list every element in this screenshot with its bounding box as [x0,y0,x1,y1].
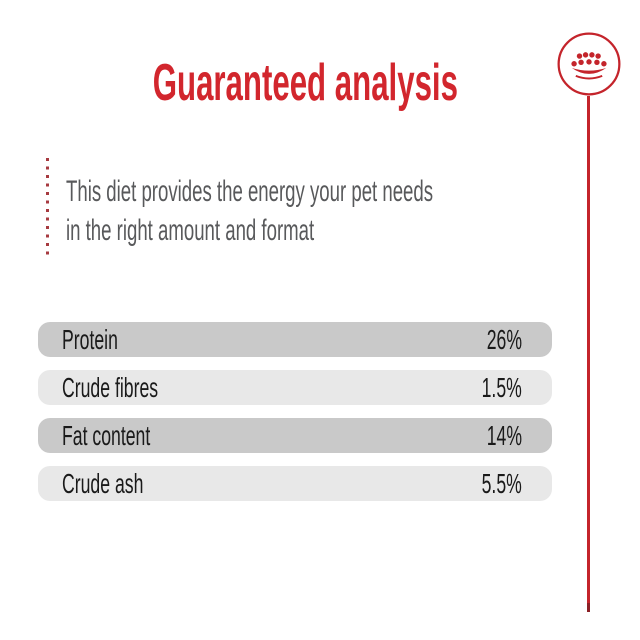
row-label: Crude fibres [62,371,159,403]
table-row: Protein 26% [38,322,552,357]
intro-line-2: in the right amount and format [66,214,315,247]
row-value: 26% [486,323,522,355]
table-row: Crude ash 5.5% [38,466,552,501]
intro-line-1: This diet provides the energy your pet n… [66,175,434,208]
row-label: Fat content [62,419,151,451]
table-row: Crude fibres 1.5% [38,370,552,405]
row-value: 5.5% [481,467,522,499]
header: Guaranteed analysis [0,54,610,112]
table-row: Fat content 14% [38,418,552,453]
page-title: Guaranteed analysis [152,54,458,112]
vertical-rule [587,96,590,612]
analysis-table: Protein 26% Crude fibres 1.5% Fat conten… [38,322,552,514]
intro-text: This diet provides the energy your pet n… [66,172,640,250]
row-label: Protein [62,323,118,355]
row-value: 1.5% [481,371,522,403]
row-value: 14% [486,419,522,451]
row-label: Crude ash [62,467,144,499]
dotted-rule [46,158,49,258]
royal-canin-crown-icon [556,31,622,97]
